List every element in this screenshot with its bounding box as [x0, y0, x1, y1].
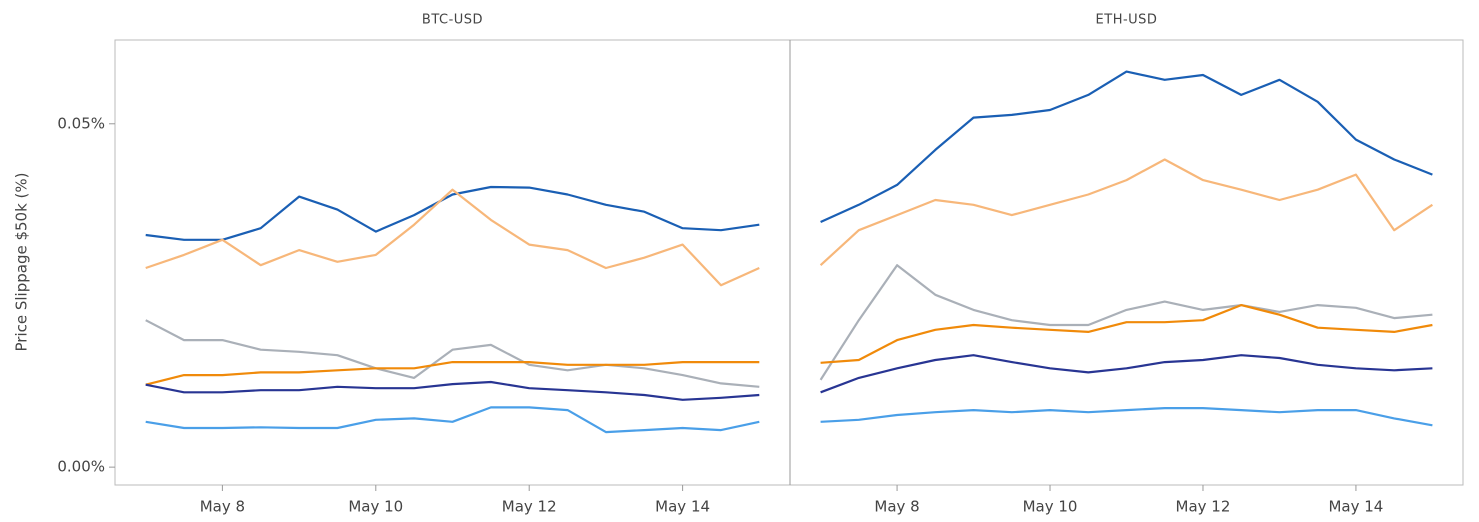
series-line [145, 188, 760, 287]
series-line [820, 354, 1433, 394]
y-tick-label: 0.00% [57, 458, 105, 476]
x-tick-label: May 14 [1328, 498, 1383, 516]
y-tick-label: 0.05% [57, 114, 105, 132]
plot-frame [114, 39, 1464, 486]
series-line [145, 361, 760, 386]
series-line [145, 185, 760, 241]
x-tick-label: May 8 [200, 498, 245, 516]
series-line [819, 158, 1434, 267]
panel-title: ETH-USD [1096, 13, 1158, 28]
series-line [820, 407, 1433, 427]
x-tick-label: May 8 [874, 498, 919, 516]
panel-title: BTC-USD [422, 13, 483, 28]
series-line [145, 406, 760, 434]
x-tick-label: May 12 [1176, 498, 1231, 516]
series-line [820, 304, 1433, 364]
series-line [145, 380, 760, 401]
y-axis-label: Price Slippage $50k (%) [13, 172, 31, 351]
x-tick-label: May 14 [655, 498, 710, 516]
x-tick-label: May 10 [1023, 498, 1078, 516]
series-line [820, 70, 1433, 224]
series-line [819, 264, 1433, 381]
x-tick-label: May 10 [348, 498, 403, 516]
series-line [145, 319, 760, 388]
x-tick-label: May 12 [502, 498, 557, 516]
